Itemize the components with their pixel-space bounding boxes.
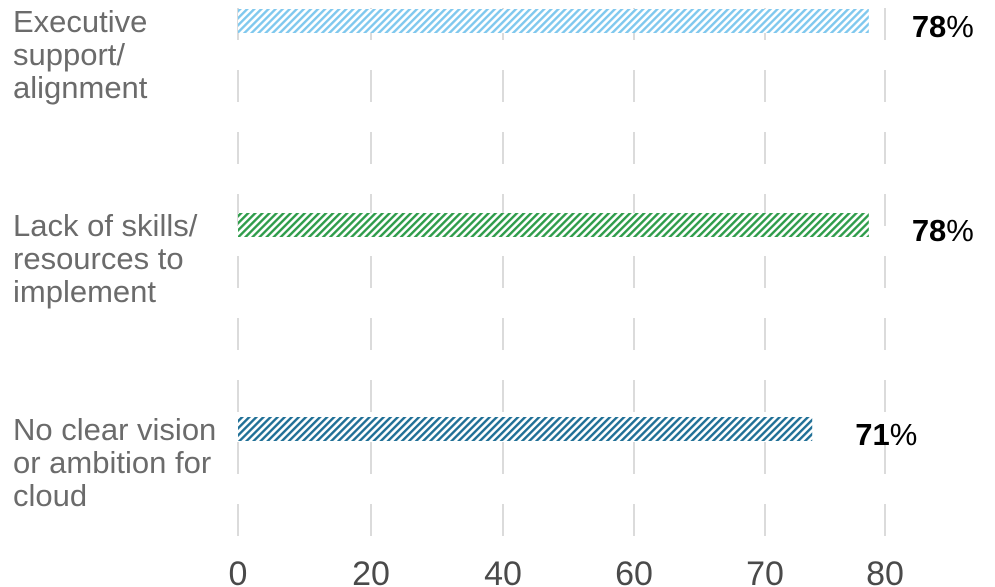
bar bbox=[238, 213, 869, 237]
x-tick-label: 70 bbox=[746, 555, 784, 587]
category-label: support/ bbox=[13, 37, 125, 72]
x-axis-ticks: 0 20 40 60 70 80 bbox=[229, 555, 904, 587]
x-tick-label: 80 bbox=[866, 555, 904, 587]
category-label: Lack of skills/ bbox=[13, 208, 198, 243]
value-label: 71% bbox=[855, 417, 917, 452]
x-tick-label: 60 bbox=[615, 555, 653, 587]
bar bbox=[238, 417, 813, 441]
value-label: 78% bbox=[912, 9, 974, 44]
bar bbox=[238, 9, 869, 33]
x-tick-label: 20 bbox=[352, 555, 390, 587]
category-label: No clear vision bbox=[13, 412, 216, 447]
value-labels: 78% 78% 71% bbox=[855, 9, 974, 452]
category-label: Executive bbox=[13, 4, 147, 39]
gridlines bbox=[237, 8, 886, 548]
x-tick-label: 0 bbox=[229, 555, 248, 587]
category-label: implement bbox=[13, 274, 156, 309]
category-label: resources to bbox=[13, 241, 184, 276]
category-label: cloud bbox=[13, 478, 87, 513]
category-label: or ambition for bbox=[13, 445, 211, 480]
x-tick-label: 40 bbox=[484, 555, 522, 587]
bars bbox=[238, 9, 869, 441]
category-label: alignment bbox=[13, 70, 148, 105]
value-label: 78% bbox=[912, 213, 974, 248]
